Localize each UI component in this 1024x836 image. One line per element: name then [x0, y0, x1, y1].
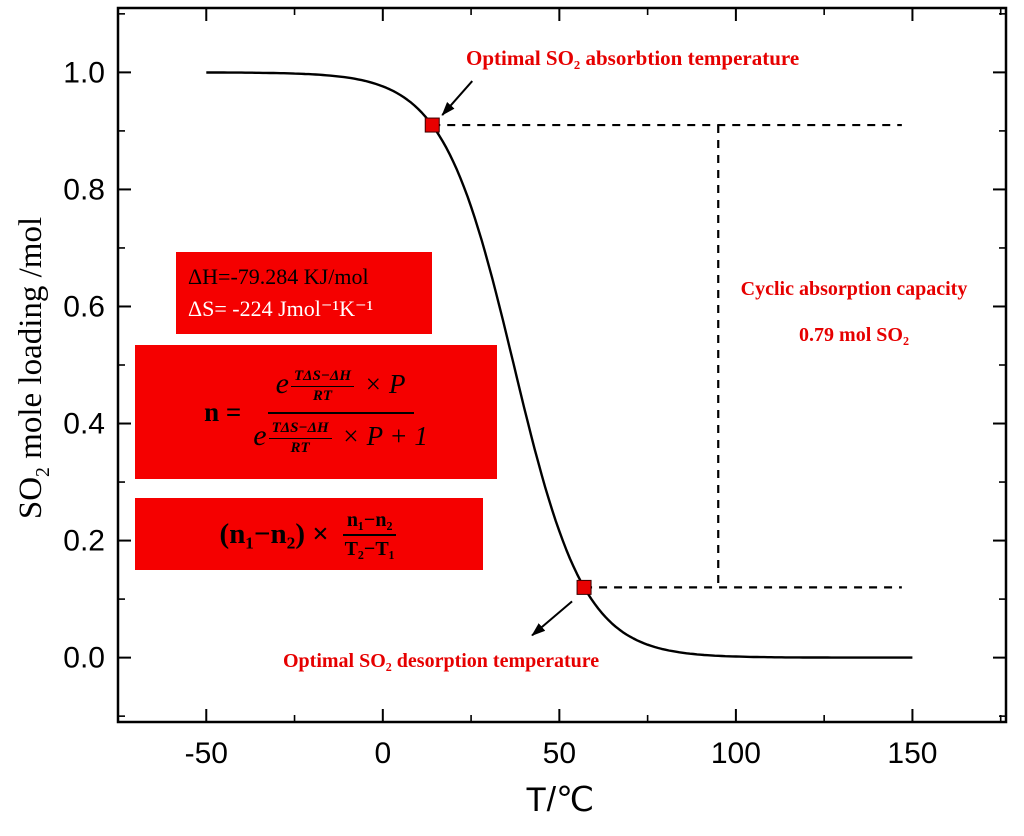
exponent-fraction: TΔS−ΔH RT: [290, 368, 355, 406]
equation-denominator: e TΔS−ΔH RT × P + 1: [253, 414, 428, 458]
y-tick-label: 0.6: [63, 290, 105, 323]
denominator-tail: × P + 1: [341, 421, 428, 451]
optimal-absorption-marker: [424, 117, 440, 133]
y-axis-label: SO2 mole loading /mol: [13, 217, 55, 519]
capacity-fraction-numerator: n₁−n₂: [342, 508, 397, 536]
absorption-arrow: [441, 80, 473, 116]
y-tick-label: 0.2: [63, 525, 105, 558]
exponent-fraction: TΔS−ΔH RT: [268, 420, 332, 458]
x-tick-label: 50: [543, 737, 576, 770]
capacity-formula-box: (n₁−n₂) × n₁−n₂ T₂−T₁: [135, 498, 483, 570]
capacity-title: Cyclic absorption capacity: [740, 278, 968, 300]
equation-numerator: e TΔS−ΔH RT × P: [267, 366, 414, 414]
exponent-numerator: TΔS−ΔH: [268, 420, 332, 440]
x-tick-label: -50: [185, 737, 228, 770]
capacity-annotation: Cyclic absorption capacity 0.79 mol SO₂: [731, 278, 977, 347]
equation-lhs: n =: [204, 396, 242, 427]
y-tick-label: 1.0: [63, 56, 105, 89]
optimal-desorption-marker: [576, 579, 592, 595]
delta-h-value: ΔH=-79.284 KJ/mol: [188, 264, 369, 289]
x-tick-label: 0: [374, 737, 391, 770]
x-axis-label: T/℃: [525, 781, 595, 819]
delta-s-value: ΔS= -224 Jmol⁻¹K⁻¹: [188, 295, 374, 321]
capacity-value: 0.79 mol SO₂: [799, 324, 909, 346]
capacity-fraction-denominator: T₂−T₁: [344, 537, 395, 560]
y-axis-label-pre: SO: [13, 476, 50, 520]
so2-loading-curve: [206, 71, 913, 659]
y-axis-label-sub: 2: [31, 467, 54, 477]
capacity-formula-prefix: (n₁−n₂) ×: [219, 517, 329, 550]
exponent-denominator: RT: [312, 387, 333, 404]
y-tick-label: 0.4: [63, 408, 105, 441]
x-tick-label: 150: [887, 737, 937, 770]
euler-e: e: [253, 419, 267, 452]
y-tick-label: 0.8: [63, 173, 105, 206]
numerator-tail: × P: [364, 368, 406, 399]
equation-fraction: e TΔS−ΔH RT × P e TΔS−ΔH RT × P + 1: [253, 367, 428, 458]
exponent-denominator: RT: [290, 440, 310, 457]
desorption-arrow: [531, 600, 573, 637]
y-tick-label: 0.0: [63, 642, 105, 675]
capacity-fraction: n₁−n₂ T₂−T₁: [342, 508, 397, 561]
absorption-annotation: Optimal SO₂ absorbtion temperature: [466, 46, 800, 70]
euler-e: e: [275, 366, 289, 400]
exponent-numerator: TΔS−ΔH: [290, 368, 355, 387]
x-tick-label: 100: [711, 737, 761, 770]
y-axis-label-post: mole loading /mol: [13, 216, 50, 468]
equation-box: n = e TΔS−ΔH RT × P e TΔS−ΔH RT × P + 1: [135, 345, 497, 479]
desorption-annotation: Optimal SO₂ desorption temperature: [283, 650, 600, 672]
thermo-box: ΔH=-79.284 KJ/mol ΔS= -224 Jmol⁻¹K⁻¹: [176, 252, 432, 334]
